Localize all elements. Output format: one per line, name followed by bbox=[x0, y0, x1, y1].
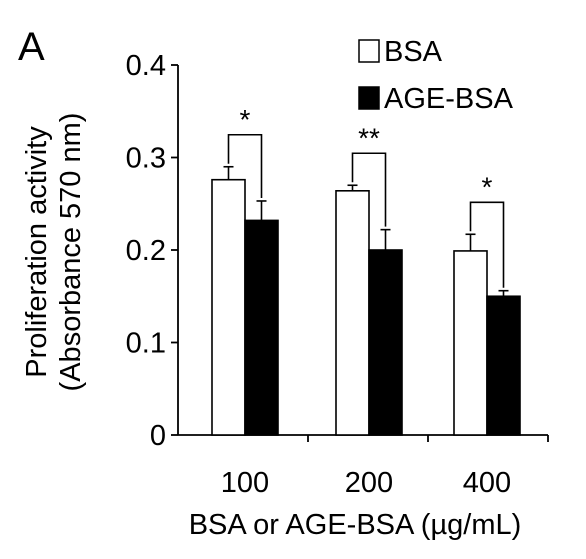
bar-age-bsa bbox=[486, 295, 521, 436]
x-tick-label: 200 bbox=[345, 467, 393, 499]
panel-label: A bbox=[18, 25, 45, 69]
significance-bracket bbox=[469, 201, 505, 288]
y-axis-title: Proliferation activity (Absorbance 570 n… bbox=[21, 113, 87, 392]
significance-bracket bbox=[351, 152, 387, 227]
x-tick-label: 400 bbox=[463, 467, 511, 499]
y-axis-title-line1: Proliferation activity bbox=[21, 126, 53, 378]
significance-bracket bbox=[227, 133, 263, 198]
tick-labels: 0 0.1 0.2 0.3 0.4 100 200 400 bbox=[126, 50, 512, 499]
significance-label: * bbox=[482, 171, 493, 202]
significance-brackets: **** bbox=[227, 104, 505, 288]
y-axis-title-line2: (Absorbance 570 nm) bbox=[55, 113, 87, 392]
bar-bsa bbox=[335, 190, 370, 436]
bar-bsa bbox=[211, 178, 246, 436]
significance-label: ** bbox=[358, 122, 380, 153]
x-tick-label: 100 bbox=[221, 467, 269, 499]
y-tick-label: 0.4 bbox=[126, 50, 166, 82]
legend-swatch-bsa bbox=[358, 39, 380, 63]
legend: BSA AGE-BSA bbox=[358, 36, 514, 115]
bar-bsa bbox=[453, 250, 488, 436]
y-tick-label: 0.3 bbox=[126, 143, 166, 175]
error-bars bbox=[223, 165, 509, 297]
y-tick-label: 0 bbox=[150, 420, 166, 452]
legend-label-age-bsa: AGE-BSA bbox=[384, 83, 514, 115]
x-axis-title: BSA or AGE-BSA (µg/mL) bbox=[189, 509, 522, 541]
y-tick-label: 0.1 bbox=[126, 328, 166, 360]
bar-age-bsa bbox=[368, 249, 403, 436]
bars bbox=[211, 178, 521, 436]
legend-label-bsa: BSA bbox=[384, 36, 443, 68]
y-tick-label: 0.2 bbox=[126, 235, 166, 267]
bar-age-bsa bbox=[244, 219, 279, 436]
legend-swatch-age-bsa bbox=[358, 86, 380, 110]
significance-label: * bbox=[240, 104, 251, 135]
